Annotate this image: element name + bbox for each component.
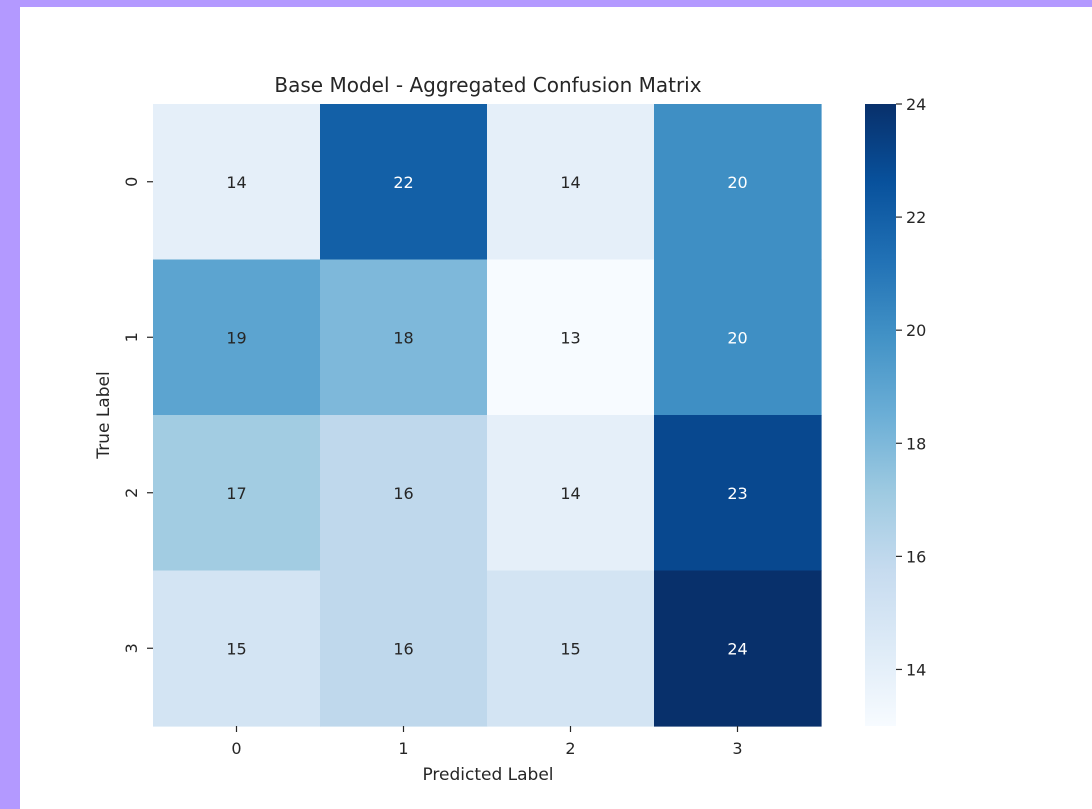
- colorbar-tick-label-20: 20: [906, 321, 926, 340]
- heatmap-cell-2-2: [487, 415, 655, 572]
- heatmap-cell-3-1: [320, 570, 488, 727]
- heatmap-cell-1-0: [153, 259, 321, 416]
- cell-value-0-2: 14: [560, 173, 580, 192]
- cell-value-1-0: 19: [226, 328, 246, 347]
- heatmap-cell-2-3: [654, 415, 822, 572]
- heatmap-cell-3-0: [153, 570, 321, 727]
- y-axis: 0 1 2 3: [122, 177, 153, 653]
- heatmap-cell-3-3: [654, 570, 822, 727]
- y-tick-label-3: 3: [122, 643, 141, 653]
- y-axis-label: True Label: [94, 371, 114, 459]
- x-tick-label-2: 2: [565, 739, 575, 758]
- x-tick-label-0: 0: [231, 739, 241, 758]
- cell-value-0-3: 20: [727, 173, 747, 192]
- colorbar-tick-label-14: 14: [906, 660, 926, 679]
- x-tick-label-3: 3: [732, 739, 742, 758]
- heatmap-cell-0-1: [320, 104, 488, 261]
- cell-value-3-0: 15: [226, 639, 246, 658]
- colorbar-tick-label-22: 22: [906, 208, 926, 227]
- colorbar-gradient: [865, 104, 896, 726]
- cell-value-1-1: 18: [393, 328, 413, 347]
- cell-value-3-3: 24: [727, 639, 747, 658]
- heatmap-cell-1-2: [487, 259, 655, 416]
- cell-value-2-1: 16: [393, 484, 413, 503]
- colorbar-ticks: 14 16 18 20 22 24: [896, 95, 926, 679]
- cell-value-2-3: 23: [727, 484, 747, 503]
- cell-value-1-2: 13: [560, 328, 580, 347]
- heatmap-cell-2-0: [153, 415, 321, 572]
- cell-value-3-2: 15: [560, 639, 580, 658]
- heatmap-cell-0-0: [153, 104, 321, 261]
- heatmap-cell-1-1: [320, 259, 488, 416]
- heatmap-cell-3-2: [487, 570, 655, 727]
- colorbar-tick-label-16: 16: [906, 547, 926, 566]
- cell-value-2-2: 14: [560, 484, 580, 503]
- x-axis: 0 1 2 3: [231, 726, 743, 758]
- heatmap-cell-1-3: [654, 259, 822, 416]
- cell-value-0-0: 14: [226, 173, 246, 192]
- x-axis-label: Predicted Label: [422, 765, 553, 785]
- heatmap-cell-2-1: [320, 415, 488, 572]
- heatmap-cell-0-2: [487, 104, 655, 261]
- cell-value-0-1: 22: [393, 173, 413, 192]
- cell-value-1-3: 20: [727, 328, 747, 347]
- cell-value-3-1: 16: [393, 639, 413, 658]
- x-tick-label-1: 1: [398, 739, 408, 758]
- y-tick-label-0: 0: [122, 177, 141, 187]
- y-tick-label-1: 1: [122, 332, 141, 342]
- chart-title: Base Model - Aggregated Confusion Matrix: [274, 73, 701, 97]
- heatmap-cells: [153, 104, 822, 727]
- cell-value-2-0: 17: [226, 484, 246, 503]
- heatmap-cell-labels: 14 22 14 20 19 18 13 20 17 16 14 23 15 16 15 24: [226, 173, 747, 659]
- colorbar-tick-label-18: 18: [906, 434, 926, 453]
- y-tick-label-2: 2: [122, 488, 141, 498]
- colorbar: 14 16 18 20 22 24: [865, 95, 926, 726]
- colorbar-tick-label-24: 24: [906, 95, 926, 114]
- heatmap-cell-0-3: [654, 104, 822, 261]
